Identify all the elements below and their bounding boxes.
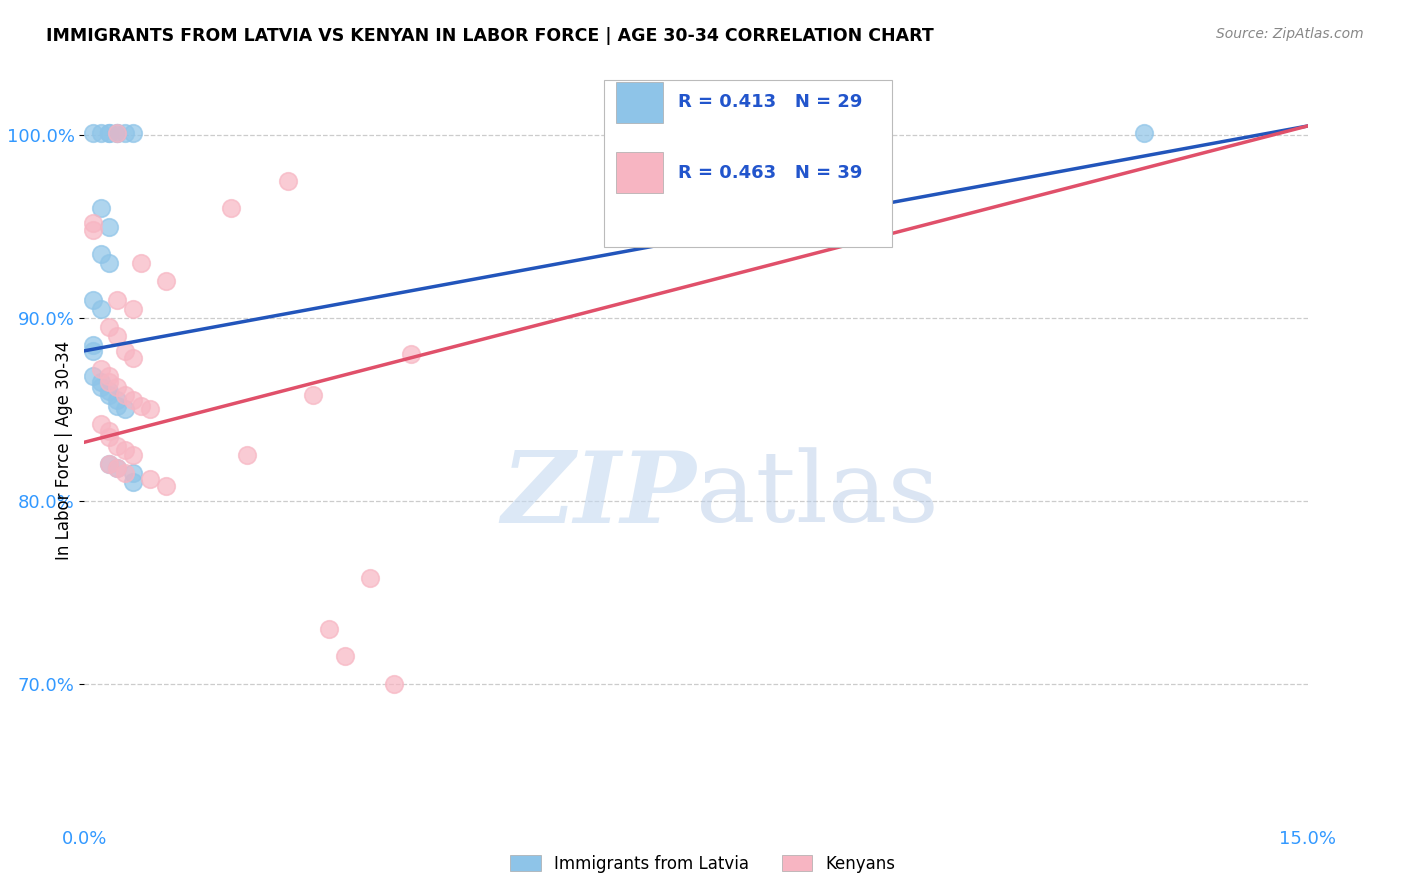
Text: atlas: atlas xyxy=(696,447,939,542)
Point xyxy=(114,126,136,140)
Point xyxy=(382,676,405,690)
Point xyxy=(97,457,120,471)
Point xyxy=(90,301,112,316)
Point xyxy=(318,622,340,636)
Point xyxy=(90,380,112,394)
Point xyxy=(82,338,104,352)
Point xyxy=(138,402,160,417)
Point xyxy=(155,479,177,493)
Point xyxy=(105,126,128,140)
Point xyxy=(131,256,153,270)
Point xyxy=(236,448,259,462)
Point xyxy=(301,387,323,401)
Point xyxy=(105,293,128,307)
Point xyxy=(105,329,128,343)
Point xyxy=(122,448,145,462)
Point xyxy=(105,380,128,394)
Point xyxy=(82,223,104,237)
Text: R = 0.463   N = 39: R = 0.463 N = 39 xyxy=(678,164,862,182)
Point xyxy=(97,430,120,444)
Point xyxy=(114,467,136,481)
Point xyxy=(82,126,104,140)
Point xyxy=(122,351,145,366)
Point xyxy=(97,369,120,384)
FancyBboxPatch shape xyxy=(616,153,664,194)
Point xyxy=(97,424,120,438)
Point xyxy=(90,201,112,215)
Text: Source: ZipAtlas.com: Source: ZipAtlas.com xyxy=(1216,27,1364,41)
FancyBboxPatch shape xyxy=(616,82,664,123)
Point xyxy=(131,399,153,413)
Point xyxy=(359,570,381,584)
Y-axis label: In Labor Force | Age 30-34: In Labor Force | Age 30-34 xyxy=(55,341,73,560)
Point xyxy=(122,126,145,140)
Point xyxy=(97,126,120,140)
Point xyxy=(277,174,299,188)
Point xyxy=(105,460,128,475)
Point xyxy=(114,343,136,358)
Point xyxy=(105,393,128,408)
Point xyxy=(399,347,422,361)
Text: R = 0.413   N = 29: R = 0.413 N = 29 xyxy=(678,94,862,112)
Point xyxy=(155,274,177,288)
Point xyxy=(97,126,120,140)
Point xyxy=(122,393,145,408)
Point xyxy=(82,293,104,307)
Point xyxy=(97,387,120,401)
Point xyxy=(105,439,128,453)
Point xyxy=(90,362,112,376)
Point xyxy=(105,126,128,140)
Point xyxy=(82,343,104,358)
Point xyxy=(97,320,120,334)
Legend: Immigrants from Latvia, Kenyans: Immigrants from Latvia, Kenyans xyxy=(503,848,903,880)
Point xyxy=(1133,126,1156,140)
Point xyxy=(114,442,136,457)
Point xyxy=(90,375,112,389)
Point xyxy=(335,649,357,664)
Point xyxy=(82,369,104,384)
Point xyxy=(114,387,136,401)
Point xyxy=(105,460,128,475)
Point xyxy=(122,467,145,481)
Point xyxy=(114,402,136,417)
Point xyxy=(82,216,104,230)
Point xyxy=(97,457,120,471)
Point xyxy=(97,256,120,270)
Point xyxy=(90,247,112,261)
FancyBboxPatch shape xyxy=(605,80,891,247)
Point xyxy=(97,384,120,398)
Point xyxy=(97,375,120,389)
Point xyxy=(105,399,128,413)
Point xyxy=(105,126,128,140)
Point xyxy=(138,472,160,486)
Point xyxy=(90,126,112,140)
Point xyxy=(122,475,145,490)
Text: IMMIGRANTS FROM LATVIA VS KENYAN IN LABOR FORCE | AGE 30-34 CORRELATION CHART: IMMIGRANTS FROM LATVIA VS KENYAN IN LABO… xyxy=(46,27,934,45)
Point xyxy=(122,301,145,316)
Point xyxy=(97,219,120,234)
Point xyxy=(90,417,112,431)
Text: ZIP: ZIP xyxy=(501,447,696,543)
Point xyxy=(219,201,242,215)
